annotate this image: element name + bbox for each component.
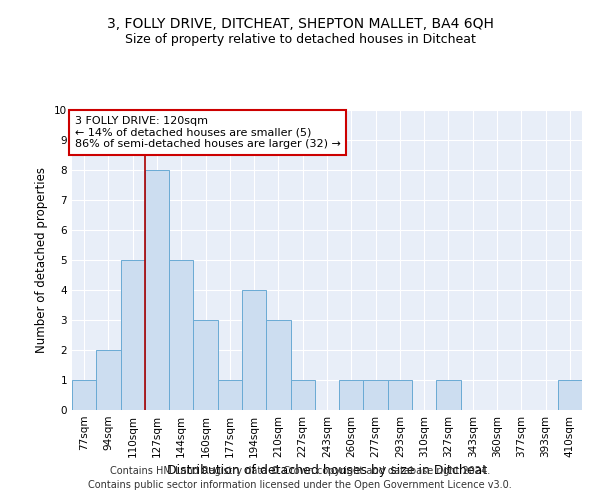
Bar: [121, 260, 145, 410]
Bar: [266, 320, 290, 410]
Bar: [242, 290, 266, 410]
Bar: [145, 170, 169, 410]
X-axis label: Distribution of detached houses by size in Ditcheat: Distribution of detached houses by size …: [167, 464, 487, 477]
Text: Contains public sector information licensed under the Open Government Licence v3: Contains public sector information licen…: [88, 480, 512, 490]
Text: 3, FOLLY DRIVE, DITCHEAT, SHEPTON MALLET, BA4 6QH: 3, FOLLY DRIVE, DITCHEAT, SHEPTON MALLET…: [107, 18, 493, 32]
Bar: [364, 380, 388, 410]
Y-axis label: Number of detached properties: Number of detached properties: [35, 167, 49, 353]
Bar: [169, 260, 193, 410]
Text: Contains HM Land Registry data © Crown copyright and database right 2024.: Contains HM Land Registry data © Crown c…: [110, 466, 490, 476]
Bar: [96, 350, 121, 410]
Text: 3 FOLLY DRIVE: 120sqm
← 14% of detached houses are smaller (5)
86% of semi-detac: 3 FOLLY DRIVE: 120sqm ← 14% of detached …: [74, 116, 340, 149]
Bar: [388, 380, 412, 410]
Bar: [339, 380, 364, 410]
Bar: [558, 380, 582, 410]
Bar: [218, 380, 242, 410]
Bar: [72, 380, 96, 410]
Bar: [436, 380, 461, 410]
Text: Size of property relative to detached houses in Ditcheat: Size of property relative to detached ho…: [125, 32, 475, 46]
Bar: [290, 380, 315, 410]
Bar: [193, 320, 218, 410]
